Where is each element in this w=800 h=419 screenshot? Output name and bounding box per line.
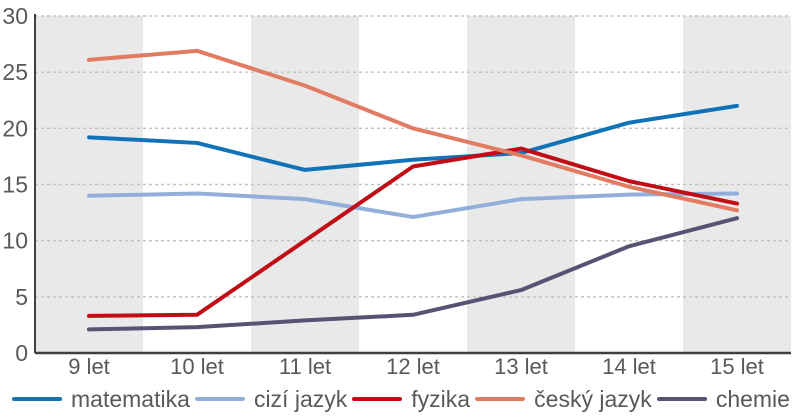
chart-legend: matematika cizí jazyk fyzika český jazyk che…: [12, 383, 790, 415]
x-tick-label: 10 let: [170, 354, 224, 378]
legend-label: chemie: [715, 385, 790, 412]
y-tick-label: 10: [2, 228, 28, 254]
x-tick-label: 11 let: [279, 354, 331, 378]
legend-label: matematika: [71, 385, 190, 412]
series-line-matematika: [87, 103, 739, 172]
legend-swatch-chemie: [656, 397, 707, 401]
x-tick-label: 15 let: [710, 354, 764, 378]
legend-label: fyzika: [411, 385, 471, 412]
legend-label: český jazyk: [534, 385, 652, 412]
legend-swatch-český-jazyk: [475, 397, 526, 401]
legend-swatch-fyzika: [352, 397, 403, 401]
y-tick-label: 5: [15, 284, 28, 310]
y-tick-label: 0: [15, 340, 28, 366]
legend-swatch-matematika: [12, 397, 62, 401]
legend-item-chemie: chemie: [656, 385, 790, 412]
legend-item-český-jazyk: český jazyk: [475, 385, 652, 412]
line-chart-plot-area: 0 5 10 15 20 25 30 9 let 10 let 11 let 12 let 13 le…: [2, 3, 791, 378]
series-line-chemie: [87, 216, 739, 332]
legend-item-fyzika: fyzika: [352, 385, 471, 412]
legend-item-matematika: matematika: [12, 385, 190, 412]
y-tick-label: 25: [2, 59, 28, 85]
x-tick-label: 14 let: [602, 354, 656, 378]
series-line-cizí-jazyk: [87, 191, 739, 220]
x-tick-label: 12 let: [386, 354, 440, 378]
series-line-fyzika: [87, 146, 739, 318]
x-tick-label: 9 let: [68, 354, 110, 378]
y-tick-label: 15: [2, 172, 28, 198]
y-tick-label: 30: [2, 3, 28, 29]
y-tick-label: 20: [2, 115, 28, 141]
x-tick-label: 13 let: [494, 354, 548, 378]
legend-item-cizí-jazyk: cizí jazyk: [194, 385, 348, 412]
legend-swatch-cizí-jazyk: [194, 397, 245, 401]
legend-label: cizí jazyk: [253, 385, 348, 412]
series-line-český-jazyk: [87, 48, 739, 213]
